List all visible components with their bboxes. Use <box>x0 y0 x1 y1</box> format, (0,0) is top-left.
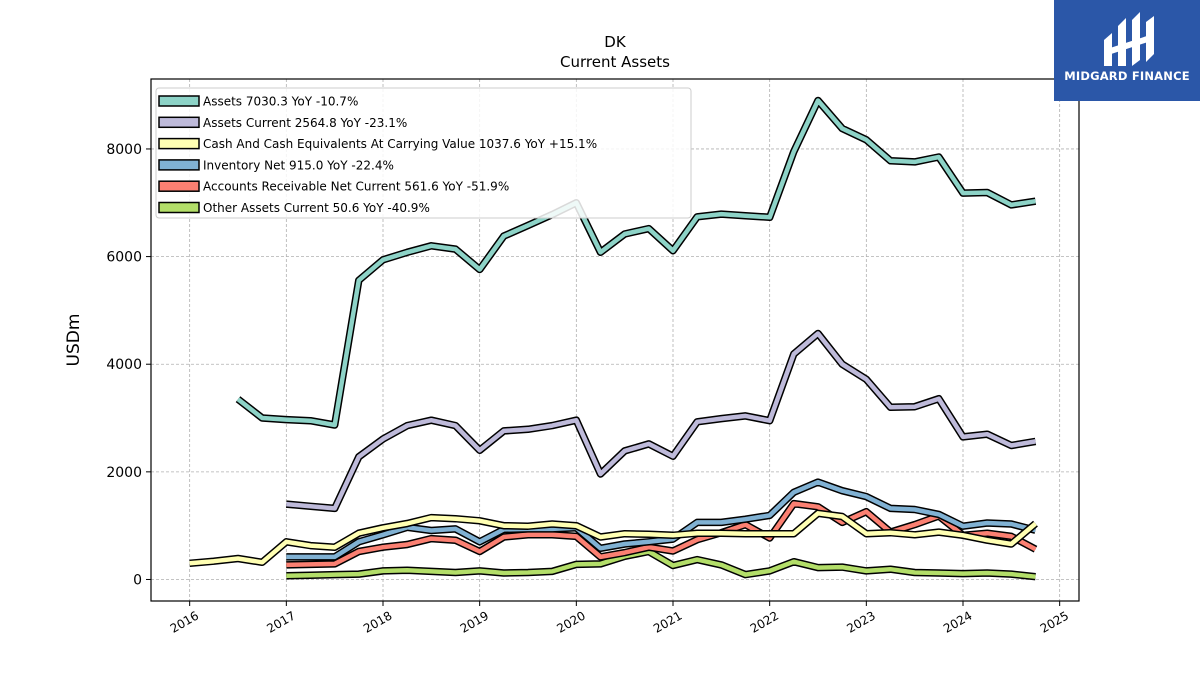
plot-frame <box>150 78 1080 602</box>
legend: Assets 7030.3 YoY -10.7% Assets Current 2… <box>155 87 692 219</box>
x-tick-label: 2023 <box>844 608 877 635</box>
x-tick-label: 2018 <box>361 608 394 635</box>
x-tick-label: 2022 <box>748 608 781 635</box>
series-line <box>236 98 1036 428</box>
x-tick-label: 2024 <box>941 608 974 635</box>
series-line <box>286 479 1037 560</box>
x-tick-label: 2017 <box>264 608 297 635</box>
x-tick-label: 2019 <box>458 608 491 635</box>
legend-swatch <box>158 180 200 192</box>
legend-entry-label: Accounts Receivable Net Current 561.6 Yo… <box>203 180 509 194</box>
legend-entry-label: Inventory Net 915.0 YoY -22.4% <box>203 158 394 172</box>
logo-mark-icon <box>1104 12 1154 66</box>
logo-text: MIDGARD FINANCE <box>1064 69 1190 83</box>
series-line <box>286 331 1036 511</box>
y-tick-label: 2000 <box>106 465 142 481</box>
legend-swatch <box>158 159 200 171</box>
legend-entry-label: Other Assets Current 50.6 YoY -40.9% <box>203 201 430 215</box>
chart-subtitle: Current Assets <box>560 53 670 71</box>
series-line <box>189 511 1037 566</box>
legend-entry-label: Assets Current 2564.8 YoY -23.1% <box>203 116 407 130</box>
y-axis-label: USDm <box>64 314 84 367</box>
series-line <box>286 549 1036 579</box>
series-line <box>286 501 1037 568</box>
legend-swatch <box>158 95 200 107</box>
y-tick-label: 0 <box>133 572 142 588</box>
legend-box <box>155 87 692 219</box>
x-tick-label: 2021 <box>651 608 684 635</box>
series-lines <box>189 96 1038 581</box>
midgard-finance-logo: MIDGARD FINANCE <box>1054 0 1200 101</box>
legend-swatch <box>158 201 200 214</box>
chart-title: DK <box>604 33 627 51</box>
legend-entry-label: Assets 7030.3 YoY -10.7% <box>203 95 358 109</box>
y-tick-label: 8000 <box>106 142 142 158</box>
series-outline <box>285 329 1037 513</box>
legend-entry-label: Cash And Cash Equivalents At Carrying Va… <box>203 137 597 151</box>
x-tick-label: 2025 <box>1038 608 1071 635</box>
x-tick-label: 2016 <box>168 608 201 635</box>
legend-swatch <box>158 116 200 129</box>
x-tick-label: 2020 <box>554 608 587 635</box>
y-tick-label: 6000 <box>106 250 142 266</box>
y-tick-label: 4000 <box>106 357 142 373</box>
legend-swatch <box>158 137 200 150</box>
